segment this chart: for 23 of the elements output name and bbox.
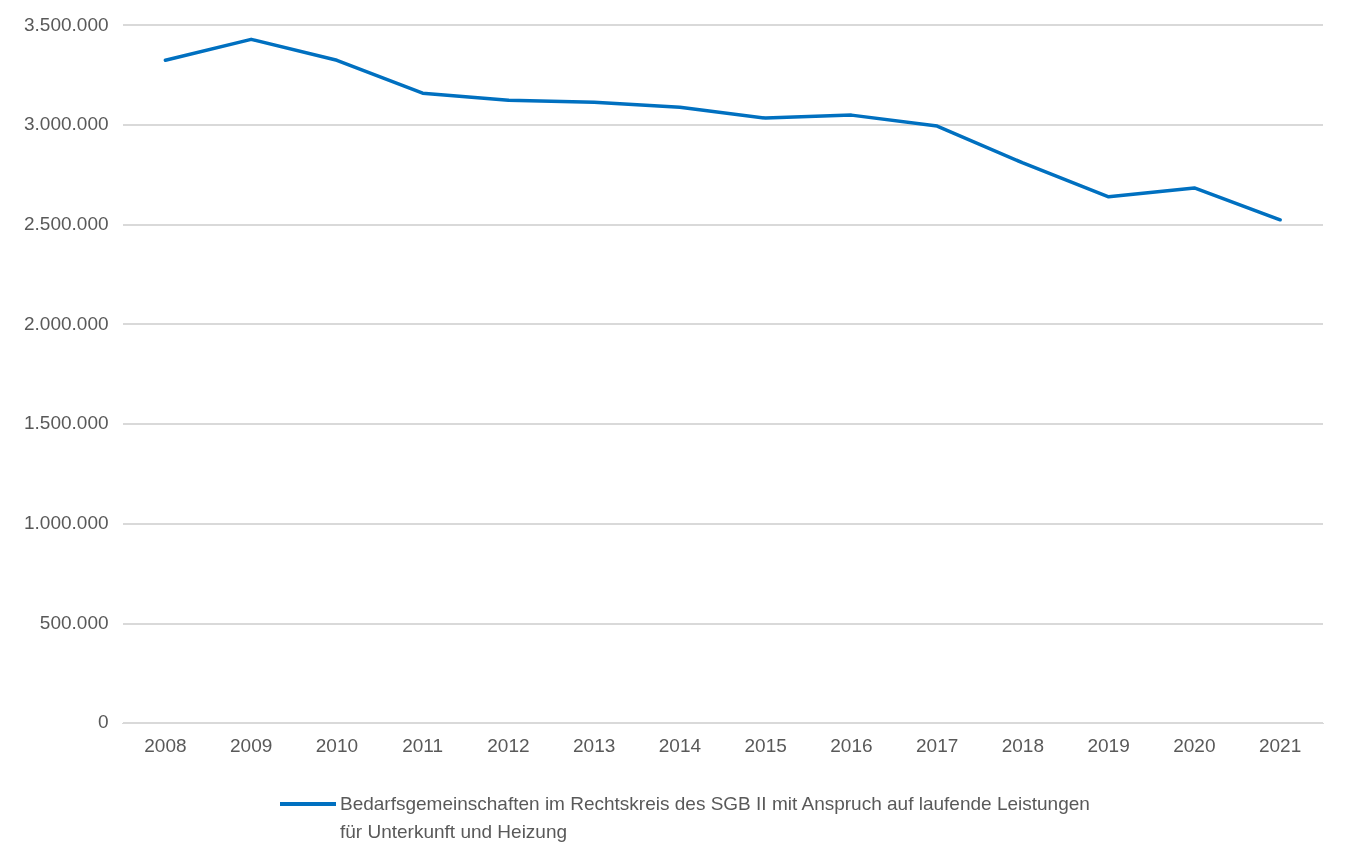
x-tick-label: 2020 bbox=[1173, 734, 1216, 756]
x-tick-label: 2016 bbox=[830, 734, 873, 756]
y-tick-label: 1.000.000 bbox=[23, 512, 109, 534]
y-tick-label: 3.500.000 bbox=[23, 13, 109, 35]
x-tick-label: 2009 bbox=[230, 734, 273, 756]
legend-label: Bedarfsgemeinschaften im Rechtskreis des SGB II mit Anspruch auf laufende Leistungen für Unterkunft und Heizung bbox=[340, 792, 1091, 844]
x-tick-label: 2012 bbox=[487, 734, 530, 756]
x-tick-label: 2014 bbox=[658, 734, 702, 756]
y-tick-label: 0 bbox=[97, 711, 109, 733]
y-tick-label: 3.000.000 bbox=[23, 113, 109, 135]
y-tick-label: 2.500.000 bbox=[23, 213, 109, 235]
x-tick-label: 2011 bbox=[402, 734, 444, 756]
y-tick-label: 1.500.000 bbox=[23, 412, 109, 434]
x-tick-label: 2015 bbox=[744, 734, 787, 756]
x-tick-label: 2019 bbox=[1087, 734, 1130, 756]
y-tick-label: 2.000.000 bbox=[23, 312, 109, 334]
x-tick-label: 2013 bbox=[573, 734, 616, 756]
x-tick-label: 2008 bbox=[144, 734, 187, 756]
x-tick-label: 2017 bbox=[915, 734, 959, 756]
x-tick-label: 2021 bbox=[1258, 734, 1302, 756]
x-tick-label: 2010 bbox=[315, 734, 359, 756]
x-tick-label: 2018 bbox=[1001, 734, 1045, 756]
y-tick-label: 500.000 bbox=[39, 611, 109, 633]
